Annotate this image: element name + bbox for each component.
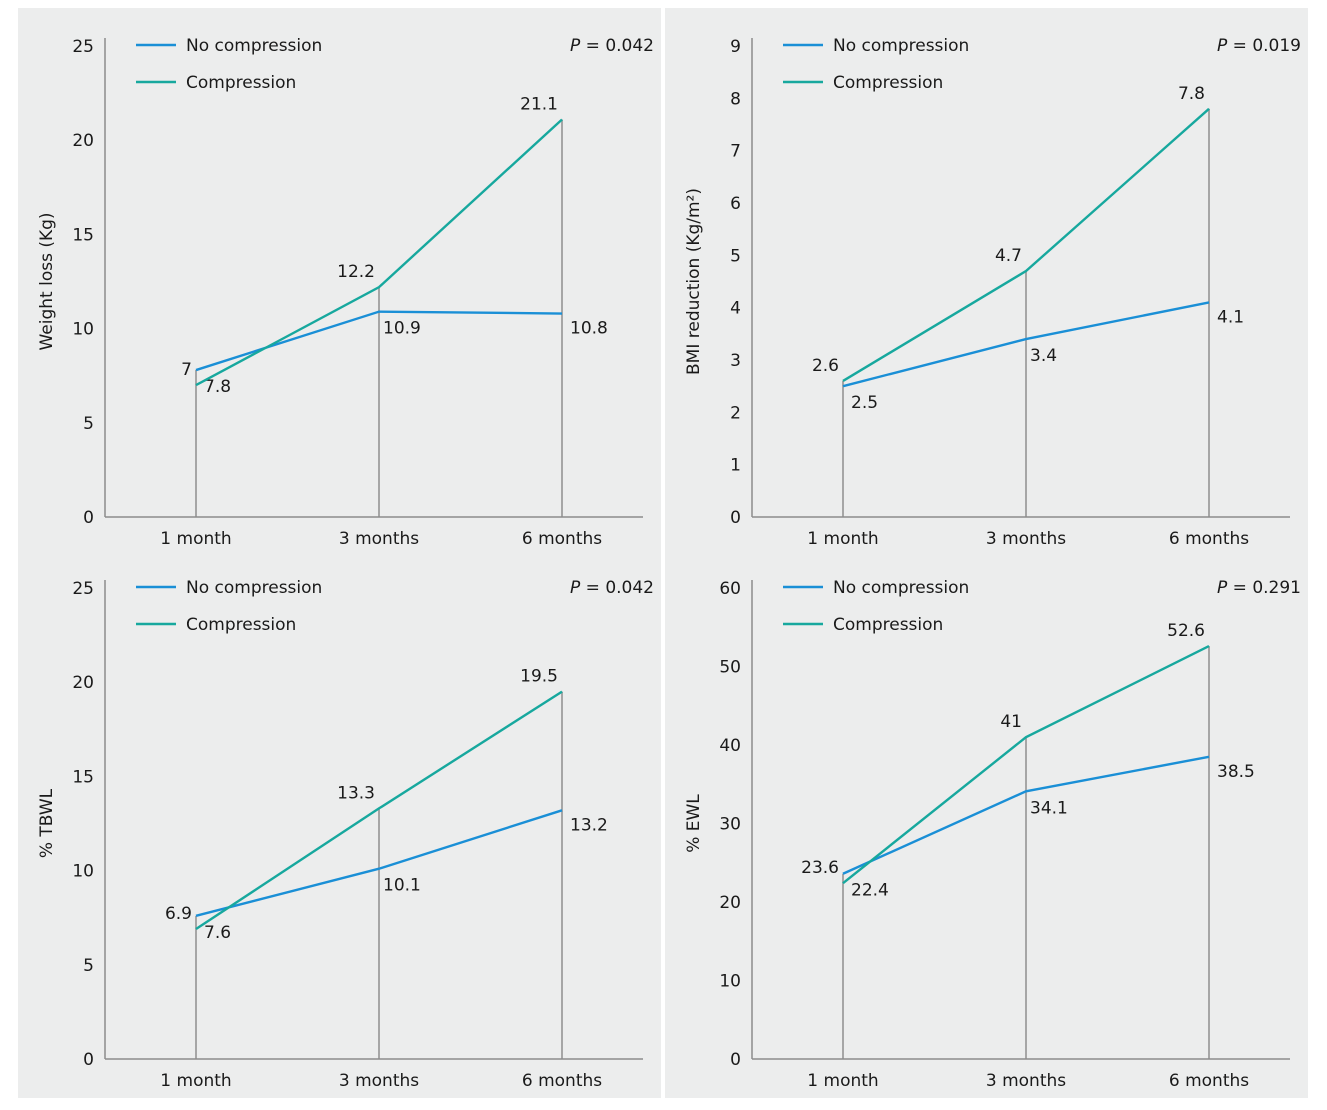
data-label-compression-3-months: 12.2 (337, 262, 375, 282)
data-label-compression-1-month: 6.9 (165, 904, 192, 924)
chart-panel-weight-loss: Weight loss (Kg) 0 5 10 15 20 25 1 month 3 month… (18, 8, 661, 556)
legend-label-no-compression: No compression (833, 578, 969, 598)
legend-label-no-compression: No compression (186, 578, 322, 598)
y-tick-label-1: 1 (730, 456, 741, 476)
y-tick-label-20: 20 (719, 893, 741, 913)
data-label-compression-6-months: 7.8 (1178, 84, 1205, 104)
data-label-no-compression-1-month: 2.5 (851, 393, 878, 413)
data-label-compression-3-months: 41 (1000, 712, 1022, 732)
chart-svg-tbwl: % TBWL 0 5 10 15 20 25 1 month 3 months 6 months 7… (37, 578, 654, 1091)
y-tick-label-9: 9 (730, 37, 741, 57)
y-tick-label-15: 15 (72, 767, 94, 787)
data-label-compression-3-months: 13.3 (337, 783, 375, 803)
p-value-label: P = 0.042 (570, 578, 654, 598)
x-tick-label-6-months: 6 months (522, 1071, 602, 1091)
data-label-no-compression-6-months: 4.1 (1217, 307, 1244, 327)
series-line-compression (195, 118, 563, 387)
series-line-compression (842, 645, 1210, 885)
y-tick-label-20: 20 (72, 131, 94, 151)
y-tick-label-0: 0 (730, 508, 741, 528)
x-tick-label-1-month: 1 month (160, 1071, 231, 1091)
series-line-no-compression (842, 755, 1210, 875)
p-value-label: P = 0.042 (570, 36, 654, 56)
x-tick-label-1-month: 1 month (160, 529, 231, 549)
legend-label-no-compression: No compression (833, 36, 969, 56)
data-label-compression-3-months: 4.7 (995, 246, 1022, 266)
series-line-no-compression (842, 301, 1210, 388)
legend-label-compression: Compression (186, 615, 296, 635)
y-tick-label-5: 5 (730, 246, 741, 266)
y-tick-label-5: 5 (83, 414, 94, 434)
y-tick-label-4: 4 (730, 299, 741, 319)
data-label-no-compression-1-month: 7.6 (204, 923, 231, 943)
y-tick-label-8: 8 (730, 89, 741, 109)
data-label-no-compression-3-months: 10.9 (383, 319, 421, 339)
y-tick-label-2: 2 (730, 403, 741, 423)
data-label-no-compression-1-month: 22.4 (851, 881, 889, 901)
legend-label-no-compression: No compression (186, 36, 322, 56)
legend-label-compression: Compression (186, 73, 296, 93)
y-tick-label-0: 0 (83, 1050, 94, 1070)
y-tick-label-30: 30 (719, 815, 741, 835)
data-label-compression-1-month: 23.6 (801, 858, 839, 878)
chart-panel-tbwl: % TBWL 0 5 10 15 20 25 1 month 3 months 6 months 7… (18, 550, 661, 1098)
y-tick-label-60: 60 (719, 579, 741, 599)
y-axis-label: % EWL (684, 794, 704, 853)
data-label-compression-1-month: 7 (181, 360, 192, 380)
chart-svg-bmi-reduction: BMI reduction (Kg/m²) 0 1 2 3 4 5 6 7 8 9 1 month 3 … (684, 36, 1301, 549)
p-value-label: P = 0.291 (1217, 578, 1301, 598)
chart-panel-ewl: % EWL 0 10 20 30 40 50 60 1 month 3 months 6 month… (665, 550, 1308, 1098)
data-label-no-compression-3-months: 34.1 (1030, 798, 1068, 818)
y-tick-label-5: 5 (83, 956, 94, 976)
chart-panel-bmi-reduction: BMI reduction (Kg/m²) 0 1 2 3 4 5 6 7 8 9 1 month 3 … (665, 8, 1308, 556)
p-value-label: P = 0.019 (1217, 36, 1301, 56)
data-label-no-compression-1-month: 7.8 (204, 377, 231, 397)
chart-svg-ewl: % EWL 0 10 20 30 40 50 60 1 month 3 months 6 month… (684, 578, 1301, 1091)
x-tick-label-3-months: 3 months (986, 1071, 1066, 1091)
y-tick-label-0: 0 (730, 1050, 741, 1070)
y-tick-label-7: 7 (730, 142, 741, 162)
y-tick-label-10: 10 (719, 972, 741, 992)
y-axis-label: BMI reduction (Kg/m²) (684, 188, 704, 375)
y-tick-label-25: 25 (72, 579, 94, 599)
x-tick-label-3-months: 3 months (339, 1071, 419, 1091)
y-tick-label-40: 40 (719, 736, 741, 756)
data-label-compression-1-month: 2.6 (812, 356, 839, 376)
y-tick-label-10: 10 (72, 320, 94, 340)
data-label-compression-6-months: 52.6 (1167, 621, 1205, 641)
y-tick-label-10: 10 (72, 862, 94, 882)
legend-label-compression: Compression (833, 615, 943, 635)
y-tick-label-50: 50 (719, 658, 741, 678)
x-tick-label-6-months: 6 months (1169, 1071, 1249, 1091)
x-tick-label-6-months: 6 months (1169, 529, 1249, 549)
data-label-no-compression-3-months: 10.1 (383, 876, 421, 896)
data-label-no-compression-6-months: 38.5 (1217, 762, 1255, 782)
x-tick-label-1-month: 1 month (807, 529, 878, 549)
series-line-compression (195, 690, 563, 931)
y-axis-label: Weight loss (Kg) (37, 212, 57, 350)
x-tick-label-1-month: 1 month (807, 1071, 878, 1091)
data-label-no-compression-6-months: 10.8 (570, 319, 608, 339)
data-label-compression-6-months: 19.5 (520, 667, 558, 687)
x-tick-label-3-months: 3 months (339, 529, 419, 549)
series-line-compression (842, 107, 1210, 382)
y-tick-label-25: 25 (72, 37, 94, 57)
chart-svg-weight-loss: Weight loss (Kg) 0 5 10 15 20 25 1 month 3 month… (37, 36, 654, 549)
y-tick-label-15: 15 (72, 225, 94, 245)
data-label-no-compression-3-months: 3.4 (1030, 346, 1057, 366)
series-line-no-compression (195, 310, 563, 372)
legend-label-compression: Compression (833, 73, 943, 93)
series-line-no-compression (195, 809, 563, 917)
y-tick-label-0: 0 (83, 508, 94, 528)
x-tick-label-3-months: 3 months (986, 529, 1066, 549)
y-tick-label-6: 6 (730, 194, 741, 214)
y-axis-label: % TBWL (37, 788, 57, 858)
data-label-compression-6-months: 21.1 (520, 94, 558, 114)
y-tick-label-20: 20 (72, 673, 94, 693)
y-tick-label-3: 3 (730, 351, 741, 371)
x-tick-label-6-months: 6 months (522, 529, 602, 549)
data-label-no-compression-6-months: 13.2 (570, 815, 608, 835)
